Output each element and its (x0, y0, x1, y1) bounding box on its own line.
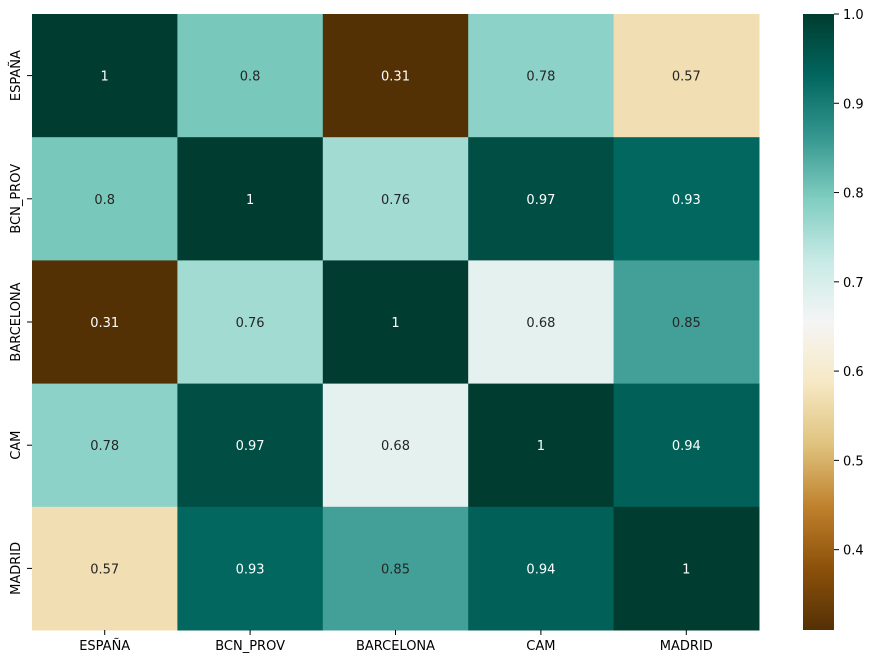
cell-annotation: 0.8 (240, 70, 261, 85)
heatmap-cell (32, 14, 178, 138)
colorbar-tick-label: 0.7 (843, 276, 864, 291)
x-tick-label: BARCELONA (356, 639, 435, 654)
heatmap-cell (613, 383, 760, 508)
cell-annotation: 0.78 (90, 439, 119, 454)
heatmap-cell (613, 260, 760, 385)
heatmap-cell (468, 506, 615, 631)
heatmap-cell (468, 14, 615, 138)
heatmap-cell (32, 506, 178, 631)
y-axis: ESPAÑA BCN_PROV BARCELONA CAM MADRID (8, 50, 32, 595)
colorbar: 0.4 0.5 0.6 0.7 0.8 0.9 1.0 (803, 8, 864, 630)
y-tick-label: BCN_PROV (9, 164, 24, 234)
colorbar-tick-label: 0.4 (843, 544, 864, 559)
cell-annotation: 0.76 (236, 316, 265, 331)
cell-annotation: 0.31 (381, 70, 410, 85)
x-tick-label: BCN_PROV (215, 639, 285, 654)
heatmap-cells: 1 0.8 0.31 0.78 0.57 0.8 1 0.76 0.97 0.93 0.31 0.76… (32, 14, 760, 631)
cell-annotation: 0.78 (526, 70, 555, 85)
colorbar-tick-label: 1.0 (843, 8, 864, 23)
y-tick-label: CAM (9, 431, 24, 460)
cell-annotation: 1 (537, 439, 545, 454)
x-axis: ESPAÑA BCN_PROV BARCELONA CAM MADRID (79, 630, 713, 654)
cell-annotation: 0.76 (381, 193, 410, 208)
cell-annotation: 0.97 (526, 193, 555, 208)
y-tick-label: ESPAÑA (8, 50, 24, 101)
cell-annotation: 0.85 (672, 316, 701, 331)
x-tick-label: ESPAÑA (79, 638, 130, 654)
cell-annotation: 0.68 (526, 316, 555, 331)
heatmap-cell (322, 260, 469, 385)
cell-annotation: 0.94 (526, 562, 555, 577)
colorbar-tick-label: 0.6 (843, 365, 864, 380)
cell-annotation: 1 (391, 316, 399, 331)
cell-annotation: 0.94 (672, 439, 701, 454)
heatmap-cell (32, 260, 178, 385)
heatmap-cell (613, 14, 760, 138)
colorbar-tick-label: 0.9 (843, 97, 864, 112)
heatmap-cell (322, 137, 469, 261)
heatmap-cell (468, 137, 615, 261)
cell-annotation: 0.8 (94, 193, 115, 208)
heatmap-cell (613, 506, 760, 631)
heatmap-cell (177, 137, 324, 261)
x-tick-label: CAM (526, 639, 555, 654)
cell-annotation: 0.68 (381, 439, 410, 454)
cell-annotation: 0.97 (236, 439, 265, 454)
y-tick-label: BARCELONA (9, 282, 24, 361)
heatmap-cell (322, 506, 469, 631)
heatmap-cell (177, 260, 324, 385)
y-tick-label: MADRID (9, 542, 24, 595)
cell-annotation: 1 (246, 193, 254, 208)
heatmap-cell (322, 14, 469, 138)
colorbar-tick-label: 0.8 (843, 187, 864, 202)
heatmap-cell (177, 14, 324, 138)
heatmap-cell (613, 137, 760, 261)
cell-annotation: 0.57 (90, 562, 119, 577)
heatmap-cell (32, 137, 178, 261)
colorbar-tick-label: 0.5 (843, 454, 864, 469)
cell-annotation: 1 (682, 562, 690, 577)
colorbar-gradient (803, 14, 834, 630)
cell-annotation: 0.31 (90, 316, 119, 331)
cell-annotation: 1 (101, 70, 109, 85)
heatmap-cell (468, 383, 615, 508)
heatmap-cell (177, 383, 324, 508)
heatmap-cell (177, 506, 324, 631)
heatmap-cell (32, 383, 178, 508)
cell-annotation: 0.93 (236, 562, 265, 577)
x-tick-label: MADRID (660, 639, 713, 654)
cell-annotation: 0.57 (672, 70, 701, 85)
cell-annotation: 0.93 (672, 193, 701, 208)
heatmap-cell (322, 383, 469, 508)
cell-annotation: 0.85 (381, 562, 410, 577)
heatmap-cell (468, 260, 615, 385)
